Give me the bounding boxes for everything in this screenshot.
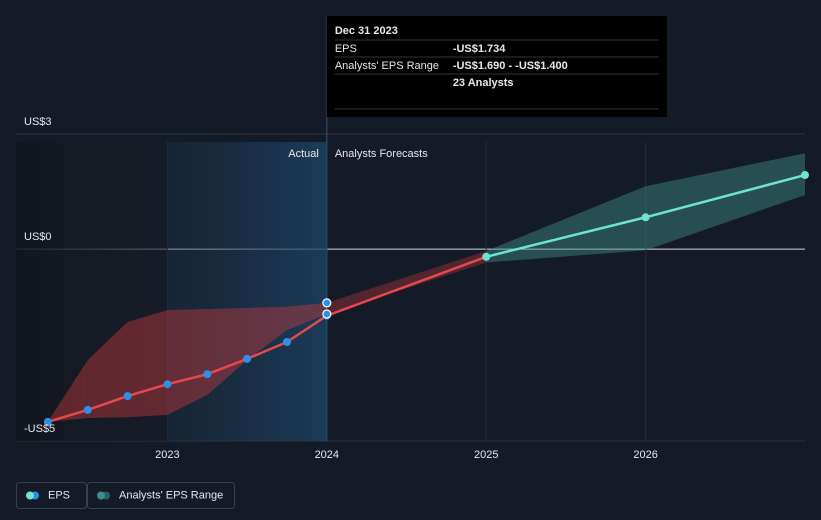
x-tick-label: 2023	[155, 449, 179, 461]
y-tick-label: US$3	[24, 116, 52, 128]
legend-swatch	[26, 491, 34, 500]
eps-line	[245, 340, 289, 361]
eps-line	[126, 382, 169, 398]
eps-line	[86, 394, 129, 412]
x-tick-label: 2024	[315, 449, 339, 461]
eps-line	[166, 372, 209, 386]
eps-line	[644, 173, 807, 219]
eps-point	[282, 337, 291, 346]
eps-point	[243, 354, 252, 363]
legend-label: Analysts' EPS Range	[119, 489, 223, 501]
eps-point	[43, 417, 52, 426]
y-tick-label: US$0	[24, 231, 52, 243]
range-band	[167, 308, 208, 415]
eps-line	[484, 216, 647, 259]
x-tick-label: 2026	[633, 449, 657, 461]
legend-box	[16, 482, 87, 509]
eps-line	[206, 357, 249, 376]
eps-line	[285, 314, 329, 344]
x-tick-label: 2025	[474, 449, 498, 461]
eps-line	[325, 255, 488, 317]
eps-point	[123, 392, 132, 401]
range-band	[645, 153, 805, 251]
range-band	[87, 322, 128, 418]
legend-swatch	[97, 491, 105, 500]
range-band	[127, 310, 168, 418]
legend-box	[87, 482, 235, 509]
y-tick-label: -US$5	[24, 423, 55, 435]
eps-point	[641, 213, 650, 222]
eps-point	[203, 370, 212, 379]
tooltip-box	[326, 16, 667, 117]
tooltip-label: Analysts' EPS Range	[335, 60, 439, 72]
range-band	[47, 360, 88, 422]
range-point	[322, 309, 332, 319]
range-band	[326, 251, 487, 314]
range-point	[322, 298, 332, 308]
tooltip-value: 23 Analysts	[453, 77, 514, 89]
legend-label: EPS	[48, 489, 70, 501]
range-band	[286, 302, 327, 331]
forecast-label: Analysts Forecasts	[335, 148, 428, 160]
tooltip-value: -US$1.734	[453, 43, 506, 55]
highlight-region	[167, 142, 327, 441]
tooltip-value: -US$1.690 - -US$1.400	[453, 60, 568, 72]
eps-point	[83, 405, 92, 414]
legend-item[interactable]: EPS	[16, 482, 87, 509]
eps-line	[46, 408, 89, 424]
actual-label: Actual	[288, 148, 319, 160]
eps-point	[163, 380, 172, 389]
range-band	[486, 186, 646, 263]
tooltip-label: EPS	[335, 43, 357, 55]
tooltip-date: Dec 31 2023	[335, 25, 398, 37]
eps-point	[801, 171, 809, 180]
range-band	[207, 307, 248, 395]
range-band	[247, 306, 287, 361]
legend-item[interactable]: Analysts' EPS Range	[87, 482, 235, 509]
eps-point	[482, 252, 491, 261]
